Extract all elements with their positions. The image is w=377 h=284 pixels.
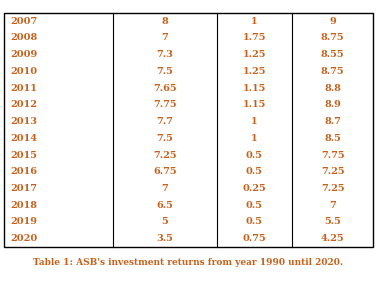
Text: 0.5: 0.5 [246,201,263,210]
Text: 7.3: 7.3 [156,50,173,59]
Text: 7: 7 [162,34,168,42]
Text: 8.5: 8.5 [324,134,341,143]
Text: 7.25: 7.25 [321,184,345,193]
Text: 8.9: 8.9 [324,100,341,109]
Text: 2018: 2018 [11,201,38,210]
Text: 0.75: 0.75 [243,234,266,243]
Text: 9: 9 [329,17,336,26]
Text: 6.75: 6.75 [153,167,177,176]
Text: 2020: 2020 [11,234,38,243]
Text: 2017: 2017 [11,184,38,193]
Text: 1: 1 [251,134,258,143]
Text: 1.25: 1.25 [243,67,266,76]
Text: 3.5: 3.5 [156,234,173,243]
Text: 7: 7 [329,201,336,210]
Text: 8.8: 8.8 [324,83,341,93]
Text: 2008: 2008 [11,34,38,42]
Text: 2007: 2007 [11,17,38,26]
Text: 2009: 2009 [11,50,38,59]
Text: 2015: 2015 [11,151,38,160]
Text: 2013: 2013 [11,117,38,126]
Text: 7.5: 7.5 [156,67,173,76]
Text: 1.15: 1.15 [243,100,266,109]
Text: 1.75: 1.75 [243,34,266,42]
Text: 7.5: 7.5 [156,134,173,143]
Text: 1.25: 1.25 [243,50,266,59]
Text: 7.25: 7.25 [321,167,345,176]
Text: 7.75: 7.75 [321,151,345,160]
Text: 2010: 2010 [11,67,38,76]
Text: 2019: 2019 [11,218,38,226]
Text: 1: 1 [251,117,258,126]
Text: 1.15: 1.15 [243,83,266,93]
Text: 8.75: 8.75 [321,67,345,76]
Text: 5: 5 [162,218,168,226]
Text: 0.25: 0.25 [243,184,266,193]
Text: 2011: 2011 [11,83,37,93]
Text: 4.25: 4.25 [321,234,345,243]
Text: 0.5: 0.5 [246,218,263,226]
Text: 2012: 2012 [11,100,38,109]
Text: 8.7: 8.7 [324,117,341,126]
Text: 7.75: 7.75 [153,100,177,109]
Text: 7.7: 7.7 [156,117,173,126]
Text: 7.65: 7.65 [153,83,177,93]
Text: 8.75: 8.75 [321,34,345,42]
Text: 6.5: 6.5 [156,201,173,210]
Text: 0.5: 0.5 [246,167,263,176]
Text: 2014: 2014 [11,134,38,143]
Text: 8: 8 [162,17,168,26]
Text: 5.5: 5.5 [324,218,341,226]
Text: 8.55: 8.55 [321,50,345,59]
Text: 1: 1 [251,17,258,26]
Text: 7: 7 [162,184,168,193]
Text: Table 1: ASB's investment returns from year 1990 until 2020.: Table 1: ASB's investment returns from y… [34,258,343,268]
Text: 7.25: 7.25 [153,151,177,160]
Text: 2016: 2016 [11,167,38,176]
Text: 0.5: 0.5 [246,151,263,160]
